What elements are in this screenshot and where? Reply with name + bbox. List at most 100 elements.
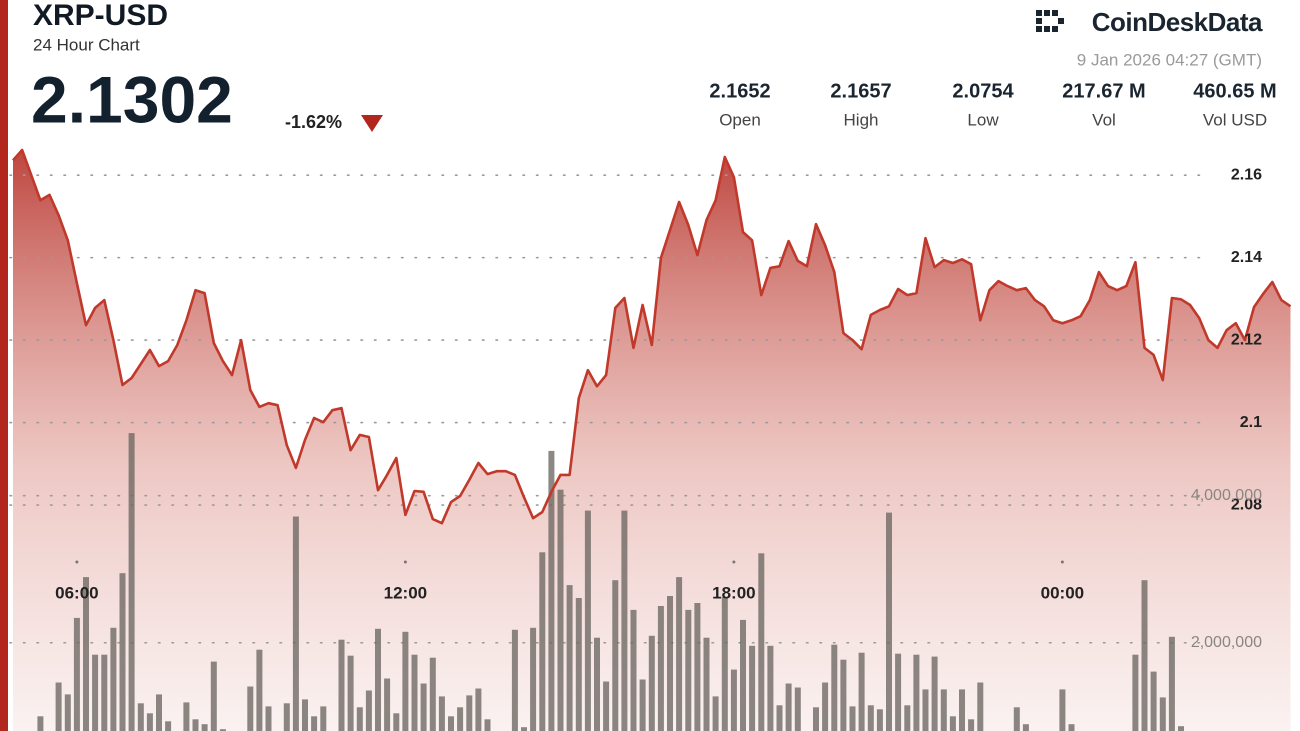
volume-bar — [192, 719, 199, 731]
volume-bar — [867, 705, 874, 731]
volume-bar — [119, 573, 126, 731]
volume-bar — [101, 654, 108, 731]
volume-bar — [247, 686, 254, 731]
volume-bar — [539, 552, 546, 731]
volume-bar — [375, 628, 381, 731]
y2-tick-label: 2,000,000 — [1191, 634, 1262, 651]
volume-bar — [256, 649, 263, 731]
volume-bar — [876, 709, 883, 731]
volume-bar — [55, 682, 62, 731]
volume-bar — [438, 696, 445, 731]
volume-bar — [511, 629, 518, 731]
price-line — [12, 148, 1292, 525]
volume-bar — [283, 703, 290, 731]
y-tick-label: 2.1 — [1240, 414, 1262, 431]
volume-bar — [146, 713, 153, 731]
stat-value: 460.65 M — [1193, 80, 1276, 102]
volume-bar — [703, 637, 710, 731]
volume-bar — [886, 512, 892, 731]
volume-bar — [557, 489, 564, 731]
x-tick-label: 12:00 — [384, 583, 427, 602]
y-tick-label: 2.08 — [1231, 496, 1262, 513]
volume-bar — [913, 654, 920, 731]
volume-bar — [420, 683, 427, 731]
volume-bar — [37, 716, 44, 731]
plot-area — [9, 148, 1292, 731]
volume-bar — [64, 694, 71, 731]
volume-bar — [922, 689, 929, 731]
volume-bar — [292, 516, 299, 731]
volume-bar — [630, 609, 637, 731]
volume-bar — [603, 681, 610, 731]
volume-bar — [639, 679, 646, 731]
volume-bar — [219, 729, 226, 731]
stat-value: 2.0754 — [952, 80, 1014, 102]
volume-bar — [73, 617, 80, 731]
price-area — [13, 150, 1291, 731]
volume-bar — [776, 705, 783, 731]
volume-bar — [676, 577, 683, 731]
volume-bar — [895, 653, 902, 731]
brand: CoinDeskData — [1092, 7, 1263, 37]
volume-bar — [92, 654, 99, 731]
volume-bar — [667, 596, 673, 731]
volume-bar — [1141, 580, 1148, 731]
subtitle: 24 Hour Chart — [33, 35, 140, 54]
volume-bar — [484, 719, 491, 731]
volume-bar — [575, 598, 582, 731]
volume-bar — [740, 619, 746, 731]
volume-bar — [201, 724, 208, 731]
volume-bar — [384, 678, 391, 731]
volume-bar — [1068, 724, 1075, 731]
volume-bar — [475, 688, 482, 731]
volume-bar — [977, 682, 984, 731]
volume-bar — [1132, 654, 1139, 731]
volume-bar — [694, 603, 701, 731]
stat-label: Vol — [1092, 110, 1116, 129]
volume-bar — [758, 553, 765, 731]
stat-label: Vol USD — [1203, 110, 1267, 129]
volume-bar — [931, 656, 938, 731]
volume-bar — [365, 690, 372, 731]
volume-bar — [648, 635, 655, 731]
timestamp: 9 Jan 2026 04:27 (GMT) — [1077, 50, 1262, 69]
volume-bar — [320, 706, 327, 731]
volume-bar — [265, 706, 272, 731]
volume-bar — [402, 631, 409, 731]
volume-bar — [302, 699, 308, 731]
brand-logo — [1036, 10, 1064, 32]
x-tick-label: 00:00 — [1041, 583, 1084, 602]
volume-bar — [785, 683, 792, 731]
x-tick-label: 06:00 — [55, 583, 98, 602]
bars-layer — [37, 433, 1184, 731]
volume-bar — [83, 577, 89, 731]
volume-bar — [594, 637, 600, 731]
volume-bar — [968, 719, 975, 731]
stat-value: 217.67 M — [1062, 80, 1145, 102]
volume-bar — [621, 510, 628, 731]
volume-bar — [110, 627, 117, 731]
volume-bar — [210, 661, 217, 731]
volume-bar — [356, 707, 363, 731]
volume-bar — [767, 645, 774, 731]
volume-bar — [1013, 707, 1020, 731]
stat-value: 2.1652 — [709, 80, 770, 102]
left-border — [0, 0, 8, 731]
volume-bar — [959, 689, 965, 731]
price-change: -1.62% — [285, 112, 342, 132]
volume-bar — [448, 716, 454, 731]
y-tick-label: 2.16 — [1231, 166, 1262, 183]
volume-bar — [1150, 671, 1157, 731]
volume-bar — [1059, 689, 1066, 731]
volume-bar — [530, 627, 537, 731]
y-tick-label: 2.14 — [1231, 249, 1262, 266]
x-tick-dot — [75, 560, 79, 564]
stats: 2.1652 Open 2.1657 High 2.0754 Low 217.67 M Vol… — [709, 80, 1276, 129]
volume-bar — [849, 706, 856, 731]
volume-bar — [712, 696, 719, 731]
stat-label: Open — [719, 110, 761, 129]
volume-bar — [156, 694, 162, 731]
volume-bar — [338, 639, 345, 731]
volume-bar — [183, 702, 190, 731]
line-layer — [12, 148, 1292, 525]
